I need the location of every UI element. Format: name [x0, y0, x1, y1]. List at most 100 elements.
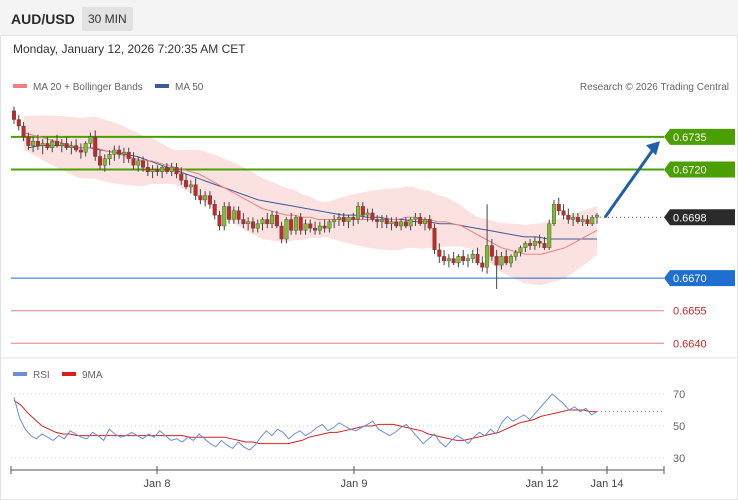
- candle-body: [174, 167, 179, 175]
- candle-body: [59, 143, 64, 146]
- timestamp: Monday, January 12, 2026 7:20:35 AM CET: [13, 42, 246, 56]
- candle-body: [169, 167, 174, 172]
- candle-body: [112, 149, 117, 155]
- candle-body: [207, 195, 212, 205]
- level-label-0.6698: 0.6698: [673, 212, 707, 224]
- candle-body: [437, 249, 442, 257]
- candle-body: [45, 143, 50, 148]
- candle-body: [480, 262, 485, 268]
- candle-body: [308, 223, 313, 229]
- rsi-line: [13, 393, 598, 451]
- candle-body: [508, 256, 513, 264]
- candle-body: [556, 204, 561, 211]
- candle-body: [136, 160, 141, 166]
- candle-body: [470, 254, 475, 259]
- candle-body: [365, 212, 370, 216]
- candle-body: [485, 245, 490, 268]
- candle-body: [432, 227, 437, 251]
- candle-body: [360, 206, 365, 216]
- copyright-text: Research © 2026 Trading Central: [580, 82, 729, 93]
- candle-body: [236, 210, 241, 220]
- forecast-arrow: [603, 147, 656, 219]
- candle-body: [88, 136, 93, 144]
- candle-body: [11, 110, 16, 120]
- candle-body: [427, 219, 432, 229]
- candle-body: [222, 206, 227, 227]
- candle-body: [389, 221, 394, 225]
- candle-body: [184, 180, 189, 188]
- candle-body: [566, 214, 571, 220]
- forecast-arrow-head: [646, 141, 660, 156]
- candle-body: [499, 256, 504, 266]
- candle-body: [399, 221, 404, 227]
- candle-body: [356, 206, 361, 220]
- candle-body: [26, 136, 31, 146]
- candle-body: [461, 256, 466, 261]
- candle-body: [504, 256, 509, 264]
- rsi-ma-legend-swatch: [62, 372, 76, 376]
- candle-body: [212, 204, 217, 216]
- candle-body: [289, 219, 294, 231]
- level-tag-0.6720: [664, 161, 735, 178]
- candle-body: [413, 217, 418, 220]
- candle-body: [279, 225, 284, 240]
- candle-body: [528, 243, 533, 246]
- candle-body: [31, 141, 36, 146]
- rsi-tick-label: 30: [673, 453, 685, 465]
- level-tag-0.6735: [664, 128, 735, 145]
- bollinger-band-area: [23, 115, 598, 286]
- candle-body: [341, 217, 346, 222]
- candle-body: [265, 219, 270, 225]
- candle-body: [231, 210, 236, 220]
- candle-body: [55, 141, 60, 146]
- candle-body: [336, 217, 341, 220]
- rsi-pane: 70 50 30: [11, 389, 685, 465]
- candle-body: [102, 158, 107, 166]
- candle-body: [145, 167, 150, 172]
- price-pane: 0.6735 0.6720 0.6698 0.6670 0.6655 0.6640: [11, 106, 735, 350]
- candle-body: [456, 256, 461, 264]
- candle-body: [64, 143, 69, 148]
- rsi-tick-label: 70: [673, 389, 685, 401]
- candle-body: [513, 251, 518, 257]
- rsi-legend-label: RSI: [33, 370, 50, 381]
- time-axis-label: Jan 8: [144, 478, 171, 490]
- candle-body: [198, 195, 203, 201]
- level-tag-0.6698: [664, 209, 735, 226]
- candle-body: [446, 258, 451, 261]
- candle-body: [537, 241, 542, 244]
- candle-body: [322, 225, 327, 229]
- candle-body: [284, 219, 289, 240]
- candle-body: [241, 219, 246, 225]
- candle-body: [255, 223, 260, 229]
- candle-body: [375, 219, 380, 222]
- candle-body: [141, 160, 146, 168]
- level-label-0.6670: 0.6670: [673, 273, 707, 285]
- candle-body: [188, 184, 193, 188]
- candle-body: [121, 151, 126, 155]
- candle-body: [394, 221, 399, 227]
- candle-body: [78, 149, 83, 153]
- candle-body: [489, 245, 494, 257]
- candle-body: [21, 125, 26, 138]
- candle-body: [313, 227, 318, 231]
- candle-body: [465, 258, 470, 261]
- candle-body: [571, 217, 576, 220]
- candle-body: [250, 221, 255, 229]
- candle-body: [274, 214, 279, 227]
- candle-body: [547, 223, 552, 248]
- ma50-legend-swatch: [155, 84, 169, 88]
- candle-body: [69, 145, 74, 148]
- ma20-legend-swatch: [13, 84, 27, 88]
- candle-body: [370, 212, 375, 220]
- time-axis-label: Jan 9: [341, 478, 368, 490]
- time-axis-labels: Jan 8 Jan 9 Jan 12 Jan 14: [10, 466, 665, 490]
- candle-body: [179, 173, 184, 181]
- candle-body: [346, 217, 351, 222]
- timeframe-badge[interactable]: 30 MIN: [82, 7, 133, 31]
- candle-body: [379, 219, 384, 222]
- candle-body: [227, 206, 232, 220]
- candle-body: [575, 217, 580, 222]
- candle-body: [150, 169, 155, 172]
